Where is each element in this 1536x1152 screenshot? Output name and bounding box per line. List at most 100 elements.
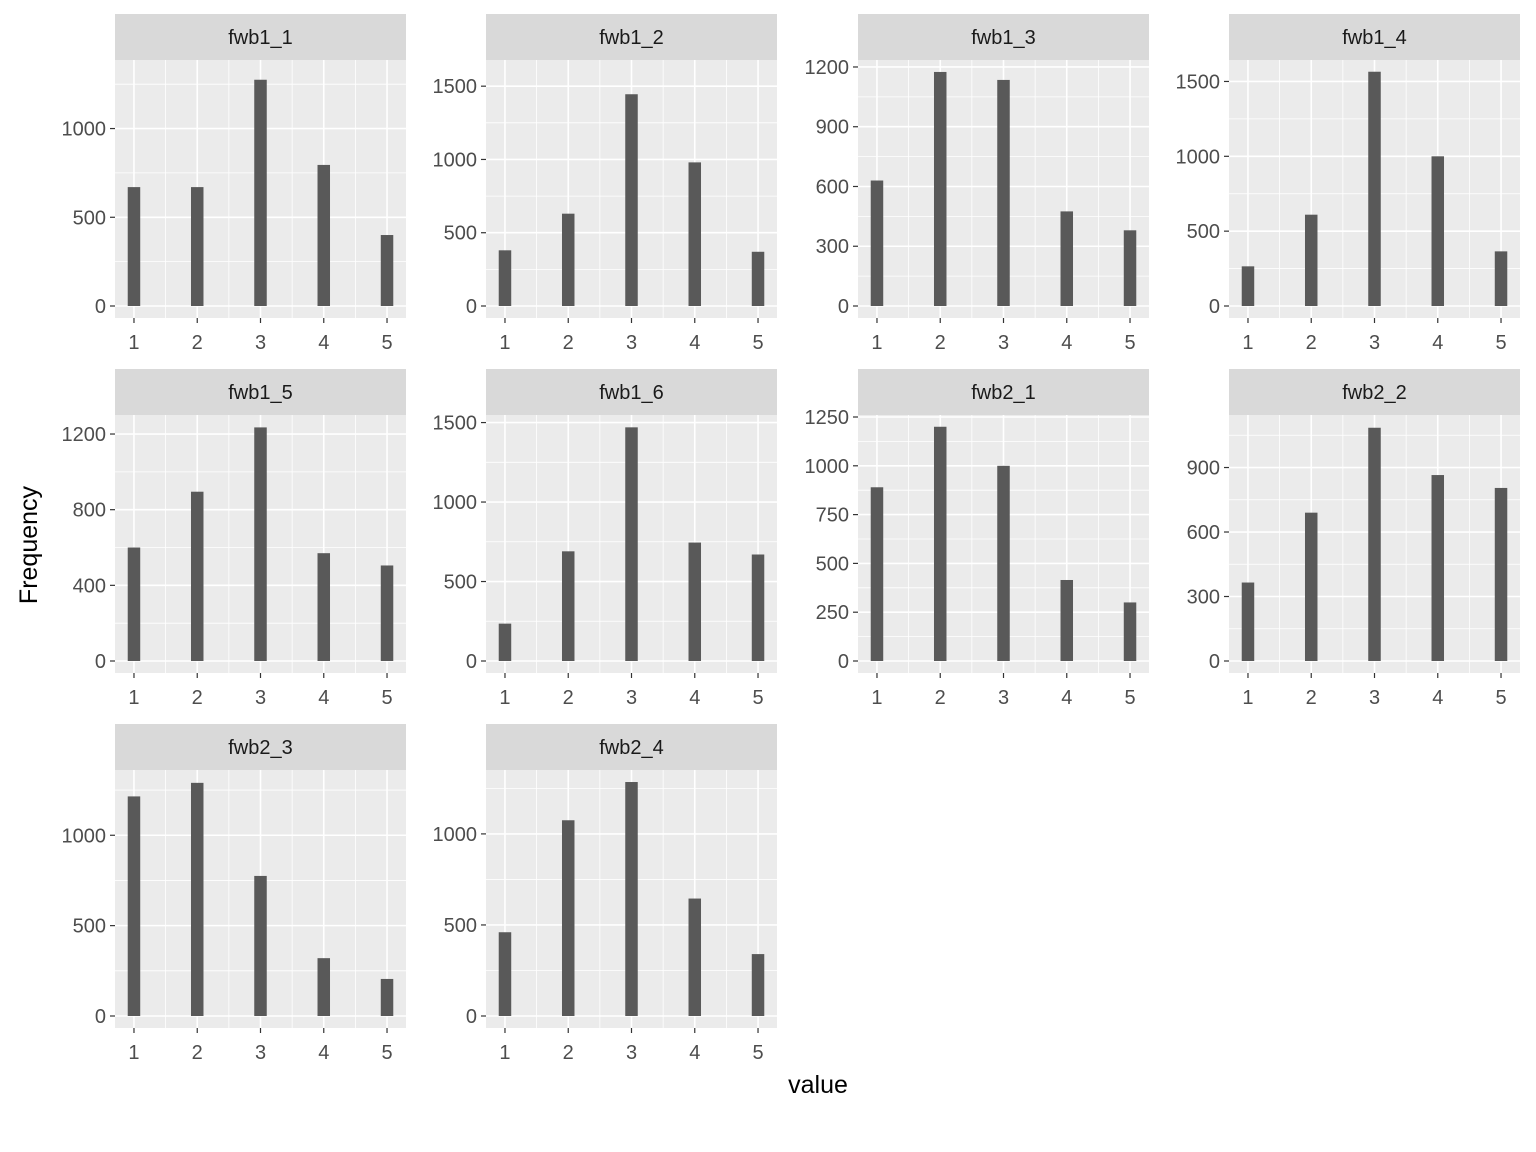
x-tick-label: 1 (1242, 687, 1253, 709)
y-tick-label: 300 (816, 236, 849, 258)
y-tick-label: 900 (816, 117, 849, 139)
x-tick-label: 4 (689, 687, 700, 709)
x-tick-label: 2 (935, 687, 946, 709)
x-tick-label: 2 (192, 332, 203, 354)
x-tick-label: 3 (1369, 687, 1380, 709)
panel-fwb2-3: fwb2_3 0 500 1000 1 2 3 4 5 (62, 724, 406, 1064)
panel-fwb1-5: fwb1_5 0 400 800 1200 1 2 3 4 5 (62, 369, 406, 709)
bar-fwb1-1-5 (380, 235, 394, 306)
bar-fwb1-1-1 (127, 187, 141, 306)
bar-fwb1-1-3 (254, 79, 267, 306)
bar-fwb1-1-4 (317, 164, 331, 306)
panel-fwb2-4: fwb2_4 0 500 1000 1 2 3 4 5 (433, 724, 777, 1064)
bar-fwb1-2-5 (751, 251, 765, 306)
bar-fwb1-6-2 (561, 551, 575, 661)
bar-fwb2-4-2 (561, 820, 575, 1016)
panel-fwb1-2: fwb1_2 0 500 1000 1500 1 2 3 4 5 (433, 14, 777, 354)
bar-fwb1-2-1 (498, 250, 512, 306)
x-tick-label: 3 (998, 687, 1009, 709)
y-tick-label: 750 (816, 505, 849, 527)
x-tick-label: 3 (998, 332, 1009, 354)
x-tick-label: 5 (381, 332, 392, 354)
bar-fwb2-3-4 (317, 958, 331, 1016)
bar-fwb2-4-4 (688, 898, 702, 1016)
x-tick-label: 1 (499, 1042, 510, 1064)
panel-fwb1-6: fwb1_6 0 500 1000 1500 1 2 3 4 5 (433, 369, 777, 709)
panel-strip-label: fwb1_3 (971, 27, 1036, 49)
panel-strip-label: fwb1_4 (1342, 27, 1407, 49)
panel-strip-label: fwb2_2 (1342, 382, 1407, 404)
y-tick-label: 800 (73, 500, 106, 522)
x-tick-label: 1 (1242, 332, 1253, 354)
x-tick-label: 4 (689, 332, 700, 354)
x-tick-label: 5 (752, 687, 763, 709)
bar-fwb2-3-2 (190, 782, 204, 1016)
bar-fwb2-1-2 (933, 426, 947, 661)
y-tick-label: 0 (95, 651, 106, 673)
x-tick-label: 3 (255, 687, 266, 709)
panel-strip (1229, 14, 1520, 60)
bar-fwb1-4-3 (1368, 71, 1381, 306)
y-tick-label: 1000 (1176, 146, 1221, 168)
bar-fwb1-6-1 (498, 623, 512, 661)
x-tick-label: 3 (626, 1042, 637, 1064)
x-tick-label: 1 (499, 687, 510, 709)
bar-fwb1-6-3 (625, 427, 638, 661)
y-tick-label: 500 (816, 553, 849, 575)
panel-strip-label: fwb1_6 (599, 382, 664, 404)
y-tick-label: 0 (838, 296, 849, 318)
bar-fwb1-4-1 (1241, 266, 1255, 306)
panel-strip-label: fwb1_5 (228, 382, 293, 404)
x-tick-label: 2 (1306, 687, 1317, 709)
x-tick-label: 5 (752, 1042, 763, 1064)
panel-strip (486, 14, 777, 60)
y-tick-label: 500 (1187, 221, 1220, 243)
y-tick-label: 250 (816, 602, 849, 624)
bar-fwb1-3-1 (870, 180, 884, 306)
y-tick-label: 1000 (805, 456, 850, 478)
bar-fwb1-5-3 (254, 427, 267, 661)
x-tick-label: 4 (1432, 687, 1443, 709)
y-tick-label: 600 (1187, 522, 1220, 544)
x-tick-label: 4 (318, 687, 329, 709)
x-tick-label: 3 (626, 687, 637, 709)
bar-fwb2-2-1 (1241, 582, 1255, 661)
panel-strip (115, 369, 406, 415)
bar-fwb2-4-5 (751, 954, 765, 1016)
x-tick-label: 2 (1306, 332, 1317, 354)
bar-fwb2-2-4 (1431, 475, 1445, 661)
x-tick-label: 2 (192, 687, 203, 709)
panel-strip-label: fwb1_2 (599, 27, 664, 49)
bar-fwb2-4-1 (498, 932, 512, 1016)
bar-fwb2-1-3 (997, 465, 1010, 661)
x-tick-label: 5 (1124, 332, 1135, 354)
bar-fwb2-2-2 (1304, 512, 1318, 661)
y-tick-label: 500 (444, 915, 477, 937)
x-tick-label: 5 (1495, 687, 1506, 709)
panel-strip-label: fwb2_4 (599, 737, 664, 759)
y-tick-label: 0 (466, 296, 477, 318)
y-tick-label: 0 (1209, 651, 1220, 673)
panel-strip (486, 369, 777, 415)
x-tick-label: 4 (1061, 332, 1072, 354)
x-axis-title: value (788, 1071, 848, 1099)
y-tick-label: 900 (1187, 458, 1220, 480)
y-axis-title: Frequency (15, 485, 43, 604)
bar-fwb1-3-3 (997, 79, 1010, 306)
y-tick-label: 300 (1187, 587, 1220, 609)
panel-fwb1-4: fwb1_4 0 500 1000 1500 1 2 3 4 5 (1176, 14, 1520, 354)
y-tick-label: 1000 (62, 825, 107, 847)
x-tick-label: 5 (1124, 687, 1135, 709)
x-tick-label: 4 (318, 332, 329, 354)
panel-strip-label: fwb1_1 (228, 27, 293, 49)
bar-fwb2-3-3 (254, 875, 267, 1016)
bar-fwb1-3-4 (1060, 211, 1074, 306)
bar-fwb1-3-2 (933, 71, 947, 306)
x-tick-label: 2 (563, 687, 574, 709)
x-tick-label: 1 (871, 332, 882, 354)
y-tick-label: 1200 (805, 57, 850, 79)
x-tick-label: 3 (255, 332, 266, 354)
bar-fwb2-2-3 (1368, 427, 1381, 661)
panel-fwb1-1: fwb1_1 0 500 1000 1 2 3 4 5 (62, 14, 406, 354)
